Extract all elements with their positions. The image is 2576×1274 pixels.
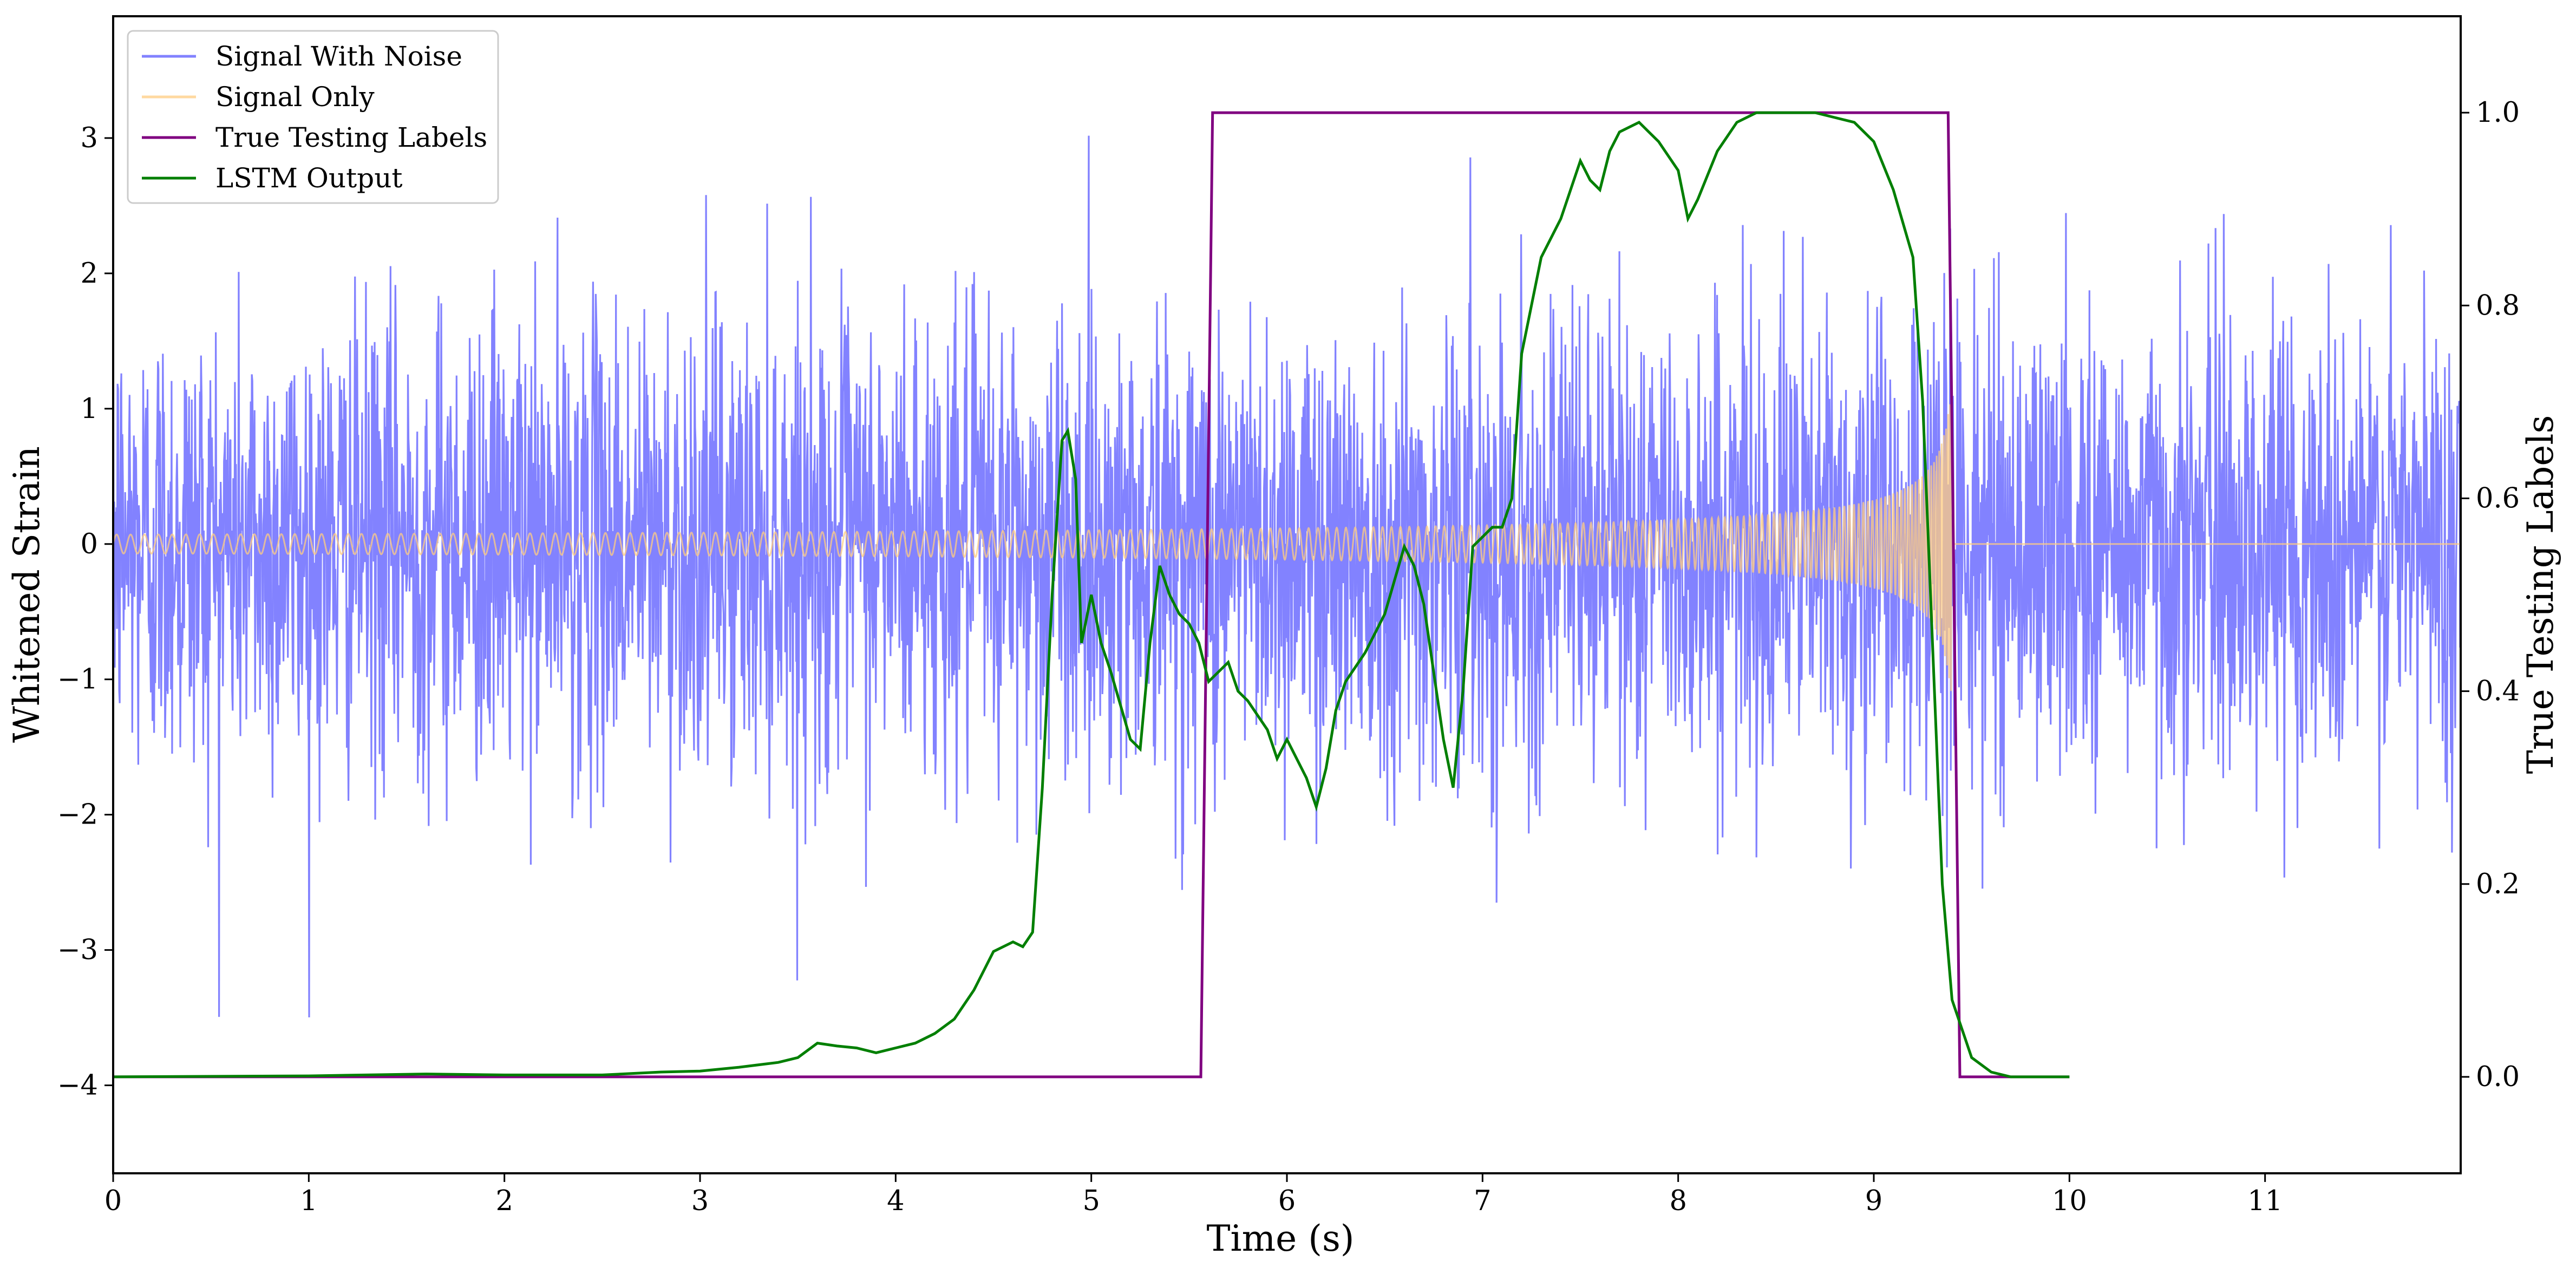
x-tick-label: 1 — [300, 1185, 317, 1217]
legend-box — [127, 30, 499, 204]
legend-label: LSTM Output — [215, 162, 402, 194]
x-axis: 0 1 2 3 4 5 6 7 8 9 10 11 — [104, 1173, 2283, 1217]
legend: Signal With Noise Signal Only True Testing… — [127, 30, 499, 204]
signal-only-series — [113, 380, 2461, 691]
true-testing-labels-series — [113, 111, 2070, 1079]
x-tick-label: 10 — [2052, 1185, 2087, 1217]
y-right-tick-label: 0.4 — [2476, 676, 2520, 708]
x-axis-title: Time (s) — [1206, 1218, 1354, 1259]
y-right-tick-label: 0.2 — [2476, 868, 2520, 900]
x-tick-label: 8 — [1669, 1185, 1686, 1217]
y-axis-left: −4 −3 −2 −1 0 1 2 3 — [57, 122, 113, 1102]
y-left-tick-label: −1 — [57, 664, 98, 696]
x-tick-label: 0 — [104, 1185, 122, 1217]
legend-label: True Testing Labels — [215, 122, 487, 153]
x-tick-label: 6 — [1278, 1185, 1296, 1217]
y-left-tick-label: 3 — [81, 122, 98, 154]
legend-label: Signal Only — [215, 81, 375, 113]
y-axis-right-title: True Testing Labels — [2520, 415, 2561, 774]
true-testing-labels-line — [113, 111, 2070, 1079]
lstm-output-line — [113, 111, 2070, 1079]
y-left-tick-label: 0 — [81, 528, 98, 560]
y-axis-left-title: Whitened Strain — [6, 446, 48, 743]
y-right-tick-label: 0.8 — [2476, 290, 2520, 322]
y-axis-right: 0.0 0.2 0.4 0.6 0.8 1.0 — [2461, 97, 2520, 1093]
y-left-tick-label: −4 — [57, 1070, 98, 1102]
y-left-tick-label: −2 — [57, 799, 98, 831]
lstm-output-series — [113, 111, 2070, 1079]
x-tick-label: 7 — [1474, 1185, 1491, 1217]
legend-label: Signal With Noise — [215, 41, 462, 72]
x-tick-label: 11 — [2247, 1185, 2283, 1217]
y-right-tick-label: 1.0 — [2476, 97, 2520, 129]
x-tick-label: 4 — [887, 1185, 904, 1217]
y-left-tick-label: −3 — [57, 935, 98, 966]
signal-only-line — [113, 380, 2461, 691]
x-tick-label: 3 — [691, 1185, 709, 1217]
x-tick-label: 2 — [495, 1185, 513, 1217]
y-right-tick-label: 0.6 — [2476, 482, 2520, 514]
y-left-tick-label: 2 — [81, 258, 98, 290]
x-tick-label: 9 — [1865, 1185, 1882, 1217]
y-right-tick-label: 0.0 — [2476, 1061, 2520, 1093]
signal-with-noise-series — [113, 135, 2461, 1018]
y-left-tick-label: 1 — [81, 393, 98, 425]
signal-with-noise-line — [113, 135, 2461, 1018]
x-tick-label: 5 — [1082, 1185, 1100, 1217]
